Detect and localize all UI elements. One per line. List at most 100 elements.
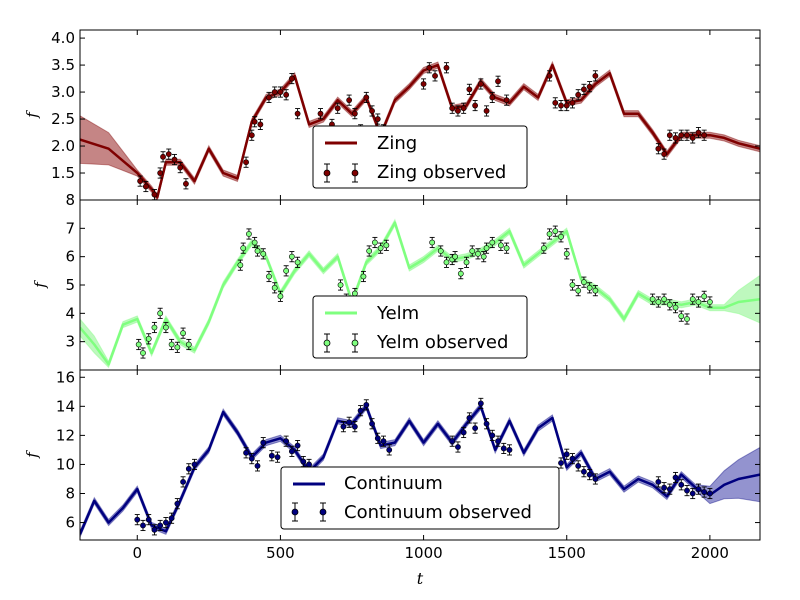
observed-point: [592, 70, 599, 82]
observed-point: [360, 270, 367, 283]
observed-point: [283, 265, 290, 277]
observed-point: [483, 418, 490, 430]
observed-point: [257, 118, 264, 130]
observed-point: [151, 321, 158, 334]
legend-entry-observed: Yelm observed: [376, 332, 508, 353]
legend-entry-observed: Zing observed: [377, 162, 506, 183]
observed-point: [240, 242, 247, 254]
observed-point: [260, 437, 267, 449]
observed-point: [649, 293, 656, 305]
observed-point: [369, 105, 375, 117]
observed-point: [460, 102, 467, 114]
axes-frame: [79, 369, 761, 541]
observed-point: [495, 435, 501, 447]
observed-point: [546, 228, 553, 240]
legend-entry-observed: Continuum observed: [344, 502, 532, 523]
y-tick-label: 14: [56, 397, 75, 415]
observed-point: [569, 97, 576, 109]
y-tick-label: 4.0: [51, 29, 75, 47]
observed-point: [655, 143, 662, 155]
observed-point: [558, 457, 564, 469]
panel-continuum: f 6 8 10 12 14 16 Continuum Continuum observe…: [23, 368, 761, 541]
observed-point: [678, 129, 685, 141]
observed-point: [243, 447, 249, 459]
observed-point: [666, 299, 673, 311]
y-tick-label: 16: [56, 368, 75, 386]
observed-point: [655, 476, 662, 488]
observed-point: [334, 102, 341, 114]
observed-point: [449, 435, 456, 447]
observed-point: [151, 524, 158, 536]
legend-box: [312, 125, 528, 189]
observed-point: [581, 83, 587, 95]
observed-point: [460, 426, 467, 439]
observed-point: [363, 91, 370, 104]
observed-point: [277, 290, 284, 302]
x-tick-label: 0: [132, 544, 142, 562]
observed-point: [377, 242, 384, 254]
observed-point: [251, 116, 258, 128]
observed-point: [466, 83, 473, 95]
observed-point: [432, 70, 438, 82]
observed-point: [575, 285, 582, 297]
observed-point: [477, 397, 484, 409]
observed-point: [351, 108, 358, 120]
observed-point: [592, 285, 599, 297]
observed-point: [475, 248, 481, 260]
y-tick-label: 5: [65, 276, 75, 294]
observed-point: [678, 479, 685, 491]
observed-point: [586, 469, 593, 481]
observed-point: [171, 153, 178, 166]
observed-point: [420, 78, 427, 90]
observed-point: [437, 245, 444, 257]
observed-point: [497, 239, 504, 251]
observed-point: [503, 94, 510, 106]
observed-point: [552, 97, 559, 109]
observed-point: [695, 483, 702, 495]
observed-point: [157, 307, 164, 319]
plot-area: [80, 397, 760, 538]
observed-point: [185, 463, 192, 475]
y-tick-label: 6: [65, 514, 75, 532]
observed-point: [684, 485, 690, 497]
y-axis-label: f: [23, 450, 41, 459]
observed-point: [695, 296, 702, 308]
observed-point: [340, 421, 347, 433]
observed-point: [140, 519, 146, 532]
panel-zing: f 1.5 2.0 2.5 3.0 3.5 4.0 Zing Zing observed: [23, 29, 761, 201]
observed-point: [689, 487, 696, 500]
observed-point: [162, 321, 169, 334]
observed-point: [483, 105, 490, 117]
observed-point: [386, 444, 393, 456]
observed-point: [266, 270, 272, 283]
y-tick-label: 8: [65, 191, 75, 209]
observed-point: [457, 268, 464, 280]
observed-point: [383, 239, 390, 251]
x-tick-label: 500: [266, 544, 295, 562]
observed-point: [695, 126, 702, 139]
x-tick-label: 1000: [404, 544, 442, 562]
observed-point: [372, 236, 378, 249]
legend-marker-swatch: [323, 333, 359, 353]
observed-point: [661, 482, 667, 494]
plot-area: [80, 218, 760, 369]
observed-point: [429, 236, 436, 249]
y-tick-label: 1.5: [51, 164, 75, 182]
observed-point: [288, 445, 295, 457]
observed-point: [586, 282, 593, 294]
observed-point: [135, 338, 142, 351]
observed-point: [140, 347, 146, 359]
observed-point: [351, 421, 358, 433]
observed-point: [581, 466, 587, 478]
observed-point: [569, 453, 576, 465]
observed-point: [268, 450, 275, 462]
y-tick-label: 7: [65, 219, 75, 237]
x-tick-label: 2000: [691, 544, 729, 562]
observed-point: [337, 279, 344, 291]
observed-point: [369, 418, 375, 430]
observed-point: [145, 333, 152, 345]
x-axis-label: t: [417, 569, 424, 588]
observed-point: [586, 81, 593, 93]
observed-point: [472, 422, 479, 434]
observed-point: [500, 442, 507, 455]
